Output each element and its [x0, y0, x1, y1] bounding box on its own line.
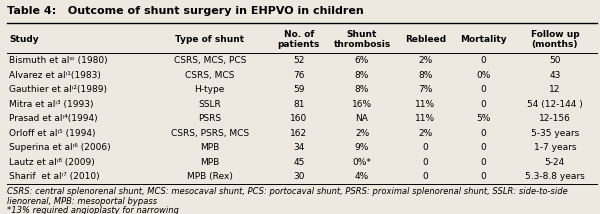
Text: 0%*: 0%* [353, 158, 371, 167]
Text: 4%: 4% [355, 172, 369, 181]
Text: 0%: 0% [476, 71, 491, 80]
Text: 6%: 6% [355, 56, 369, 65]
Text: 2%: 2% [418, 129, 433, 138]
Text: 8%: 8% [355, 85, 369, 94]
Text: CSRS, PSRS, MCS: CSRS, PSRS, MCS [170, 129, 249, 138]
Text: NA: NA [356, 114, 368, 123]
Text: 0: 0 [481, 56, 487, 65]
Text: SSLR: SSLR [199, 100, 221, 109]
Text: 45: 45 [293, 158, 305, 167]
Text: Lautz et alᵎ⁸ (2009): Lautz et alᵎ⁸ (2009) [9, 158, 95, 167]
Text: 11%: 11% [415, 100, 436, 109]
Text: Mortality: Mortality [460, 35, 507, 44]
Text: MPB: MPB [200, 143, 220, 152]
Text: 50: 50 [549, 56, 560, 65]
Text: 0: 0 [481, 158, 487, 167]
Text: 7%: 7% [418, 85, 433, 94]
Text: Shunt
thrombosis: Shunt thrombosis [334, 30, 391, 49]
Text: 43: 43 [549, 71, 560, 80]
Text: 0: 0 [481, 85, 487, 94]
Text: CSRS, MCS, PCS: CSRS, MCS, PCS [173, 56, 246, 65]
Text: Follow up
(months): Follow up (months) [530, 30, 579, 49]
Text: 5-24: 5-24 [545, 158, 565, 167]
Text: 0: 0 [422, 158, 428, 167]
Text: 76: 76 [293, 71, 305, 80]
Text: Prasad et alᵎ⁴(1994): Prasad et alᵎ⁴(1994) [9, 114, 98, 123]
Text: Table 4:   Outcome of shunt surgery in EHPVO in children: Table 4: Outcome of shunt surgery in EHP… [7, 6, 364, 16]
Text: PSRS: PSRS [198, 114, 221, 123]
Text: 8%: 8% [355, 71, 369, 80]
Text: 59: 59 [293, 85, 305, 94]
Text: 162: 162 [290, 129, 307, 138]
Text: Bismuth et alᵎᵒ (1980): Bismuth et alᵎᵒ (1980) [9, 56, 107, 65]
Text: H-type: H-type [194, 85, 225, 94]
Text: MPB (Rex): MPB (Rex) [187, 172, 233, 181]
Text: 5-35 years: 5-35 years [531, 129, 579, 138]
Text: 0: 0 [422, 172, 428, 181]
Text: 5.3-8.8 years: 5.3-8.8 years [525, 172, 585, 181]
Text: 12-156: 12-156 [539, 114, 571, 123]
Text: CSRS: central splenorenal shunt, MCS: mesocaval shunt, PCS: portocaval shunt, PS: CSRS: central splenorenal shunt, MCS: me… [7, 187, 568, 196]
Text: Study: Study [9, 35, 38, 44]
Text: 2%: 2% [355, 129, 369, 138]
Text: 1-7 years: 1-7 years [533, 143, 576, 152]
Text: *13% required angioplasty for narrowing: *13% required angioplasty for narrowing [7, 206, 179, 214]
Text: 0: 0 [481, 129, 487, 138]
Text: 2%: 2% [418, 56, 433, 65]
Text: 52: 52 [293, 56, 305, 65]
Text: MPB: MPB [200, 158, 220, 167]
Text: lienorenal, MPB: mesoportal bypass: lienorenal, MPB: mesoportal bypass [7, 197, 157, 206]
Text: Type of shunt: Type of shunt [175, 35, 244, 44]
Text: Rebleed: Rebleed [404, 35, 446, 44]
Text: 81: 81 [293, 100, 305, 109]
Text: Sharif  et alᵎ⁷ (2010): Sharif et alᵎ⁷ (2010) [9, 172, 100, 181]
Text: 54 (12-144 ): 54 (12-144 ) [527, 100, 583, 109]
Text: 5%: 5% [476, 114, 491, 123]
Text: Superina et alᵎ⁶ (2006): Superina et alᵎ⁶ (2006) [9, 143, 110, 152]
Text: Gauthier et alᵎ²(1989): Gauthier et alᵎ²(1989) [9, 85, 107, 94]
Text: 30: 30 [293, 172, 305, 181]
Text: 8%: 8% [418, 71, 433, 80]
Text: Orloff et alᵎ⁵ (1994): Orloff et alᵎ⁵ (1994) [9, 129, 95, 138]
Text: Alvarez et alᵎ¹(1983): Alvarez et alᵎ¹(1983) [9, 71, 101, 80]
Text: 11%: 11% [415, 114, 436, 123]
Text: 9%: 9% [355, 143, 369, 152]
Text: 0: 0 [481, 100, 487, 109]
Text: 0: 0 [422, 143, 428, 152]
Text: 160: 160 [290, 114, 307, 123]
Text: No. of
patients: No. of patients [278, 30, 320, 49]
Text: 12: 12 [549, 85, 560, 94]
Text: Mitra et alᵎ³ (1993): Mitra et alᵎ³ (1993) [9, 100, 94, 109]
Text: 0: 0 [481, 143, 487, 152]
Text: 0: 0 [481, 172, 487, 181]
Text: CSRS, MCS: CSRS, MCS [185, 71, 235, 80]
Text: 34: 34 [293, 143, 305, 152]
Text: 16%: 16% [352, 100, 372, 109]
